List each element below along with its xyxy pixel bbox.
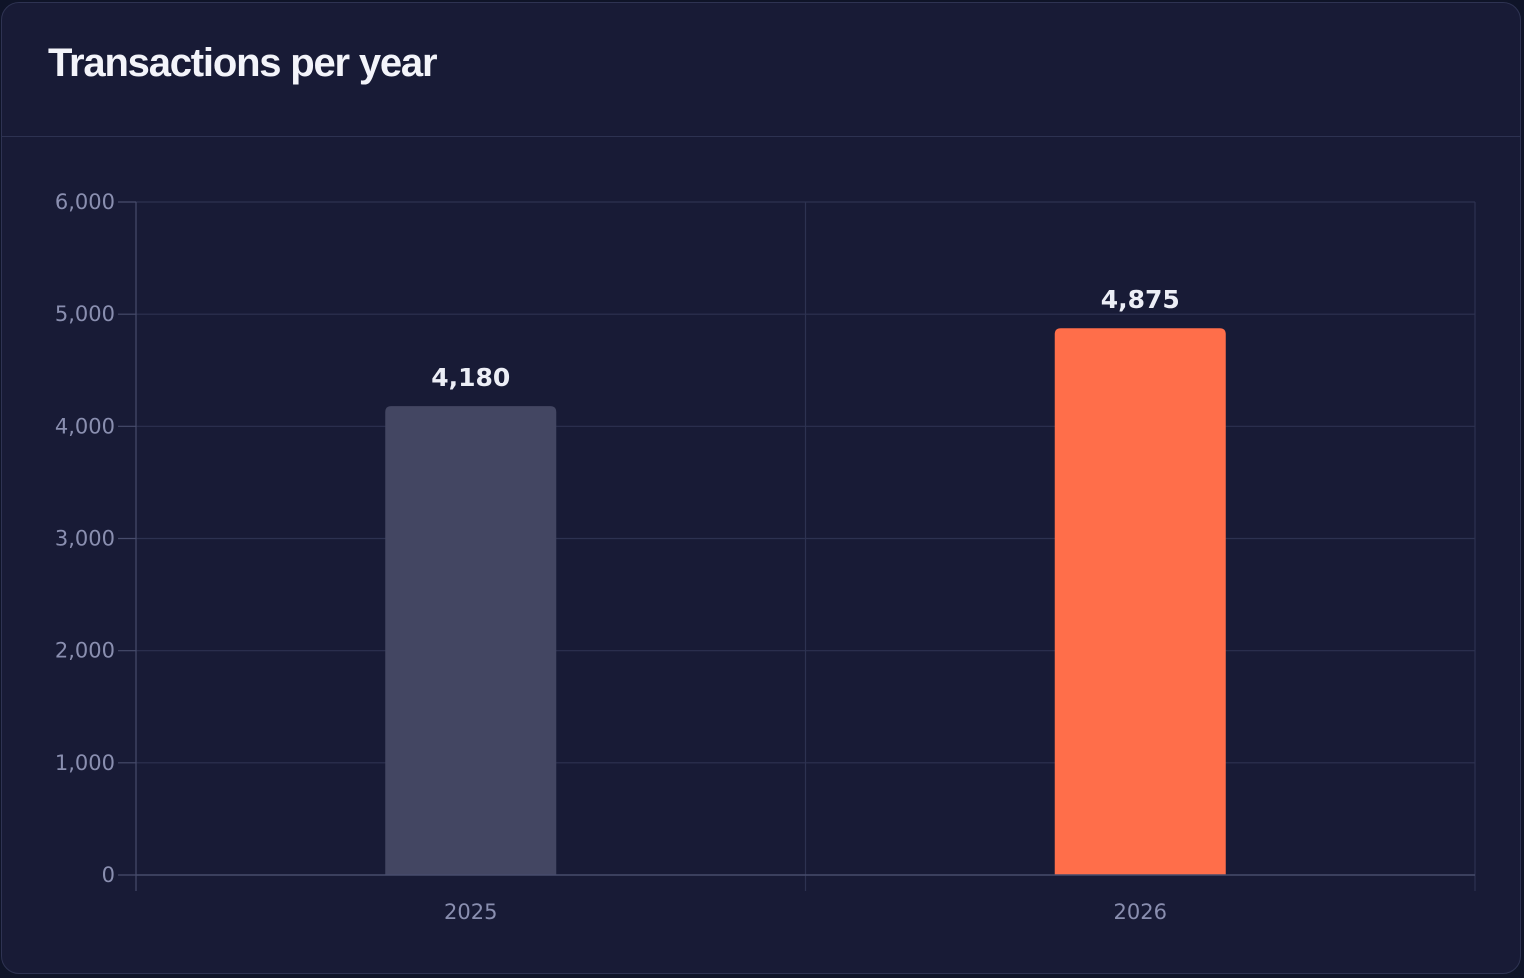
grid-lines [136,201,1476,891]
axes [118,201,1475,891]
bars [385,328,1226,875]
bar-2025[interactable] [385,406,557,875]
chart-title: Transactions per year [48,41,438,85]
bar-chart: 0 1,000 2,000 3,000 4,000 5,000 6,000 4,180 2025… [55,190,1476,924]
bar-2026[interactable] [1054,328,1226,875]
y-tick-label: 5,000 [55,302,115,326]
x-tick-label: 2025 [444,900,497,924]
bar-value-label: 4,875 [1101,285,1180,314]
bar-value-label: 4,180 [431,363,510,392]
y-tick-label: 2,000 [55,639,115,663]
card-header: Transactions per year [2,3,1520,137]
y-tick-label: 1,000 [55,751,115,775]
y-tick-label: 6,000 [55,190,115,214]
y-tick-label: 0 [102,863,115,887]
x-tick-label: 2026 [1114,900,1167,924]
y-tick-label: 3,000 [55,527,115,551]
y-tick-label: 4,000 [55,414,115,438]
labels: 0 1,000 2,000 3,000 4,000 5,000 6,000 4,180 2025… [55,190,1180,924]
